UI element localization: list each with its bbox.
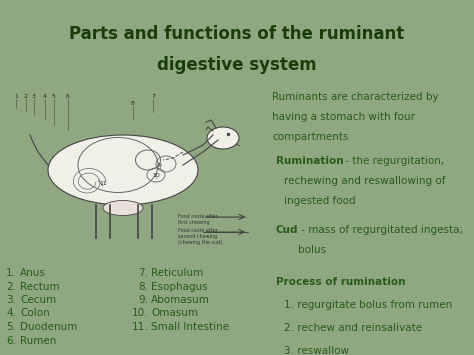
Text: Colon: Colon	[20, 308, 50, 318]
Ellipse shape	[48, 135, 198, 205]
Text: Food route after: Food route after	[178, 228, 218, 233]
Text: 6: 6	[66, 94, 70, 99]
Text: 9: 9	[158, 163, 162, 168]
Text: Cecum: Cecum	[20, 295, 56, 305]
Text: 2.: 2.	[6, 282, 16, 291]
Text: having a stomach with four: having a stomach with four	[272, 112, 415, 122]
Text: 2. rechew and reinsalivate: 2. rechew and reinsalivate	[284, 323, 422, 333]
Text: ingested food: ingested food	[284, 196, 356, 207]
Text: Omasum: Omasum	[151, 308, 198, 318]
Text: 7: 7	[151, 94, 155, 99]
Text: second chewing: second chewing	[178, 234, 217, 239]
Text: Abomasum: Abomasum	[151, 295, 210, 305]
Text: Parts and functions of the ruminant: Parts and functions of the ruminant	[69, 25, 405, 43]
Text: 1. regurgitate bolus from rumen: 1. regurgitate bolus from rumen	[284, 300, 452, 310]
Text: Ruminants are characterized by: Ruminants are characterized by	[272, 92, 438, 102]
Text: 1: 1	[14, 94, 18, 99]
Text: Food route after: Food route after	[178, 214, 218, 219]
Text: 4.: 4.	[6, 308, 16, 318]
Text: 9.: 9.	[138, 295, 148, 305]
Text: 3. reswallow: 3. reswallow	[284, 346, 349, 355]
Text: bolus: bolus	[298, 245, 326, 255]
Text: compartments: compartments	[272, 132, 348, 142]
Text: 5.: 5.	[6, 322, 16, 332]
Text: 8: 8	[131, 101, 135, 106]
Text: Cud: Cud	[276, 225, 299, 235]
Text: 2: 2	[24, 94, 28, 99]
Text: 8.: 8.	[138, 282, 148, 291]
Text: 7.: 7.	[138, 268, 148, 278]
Text: 6.: 6.	[6, 335, 16, 345]
Text: (chewing the cud): (chewing the cud)	[178, 240, 222, 245]
Ellipse shape	[103, 201, 143, 215]
Text: - the regurgitation,: - the regurgitation,	[342, 156, 444, 166]
Ellipse shape	[207, 127, 239, 149]
Text: Esophagus: Esophagus	[151, 282, 208, 291]
Text: Anus: Anus	[20, 268, 46, 278]
Text: 3: 3	[32, 94, 36, 99]
Text: rechewing and reswallowing of: rechewing and reswallowing of	[284, 176, 446, 186]
Text: 1.: 1.	[6, 268, 16, 278]
Text: 11.: 11.	[131, 322, 148, 332]
Text: Rectum: Rectum	[20, 282, 60, 291]
Text: Rumen: Rumen	[20, 335, 56, 345]
Text: digestive system: digestive system	[157, 56, 317, 74]
Text: 10.: 10.	[131, 308, 148, 318]
Text: Duodenum: Duodenum	[20, 322, 77, 332]
Text: 11: 11	[99, 181, 107, 186]
Text: Process of rumination: Process of rumination	[276, 277, 405, 287]
Text: Small Intestine: Small Intestine	[151, 322, 229, 332]
Text: 4: 4	[43, 94, 47, 99]
Text: - mass of regurgitated ingesta;: - mass of regurgitated ingesta;	[298, 225, 463, 235]
Text: 10: 10	[152, 173, 160, 178]
Text: Rumination: Rumination	[276, 156, 344, 166]
Text: 3.: 3.	[6, 295, 16, 305]
Text: Reticulum: Reticulum	[151, 268, 203, 278]
Text: 5: 5	[52, 94, 56, 99]
Text: first chewing: first chewing	[178, 220, 210, 225]
